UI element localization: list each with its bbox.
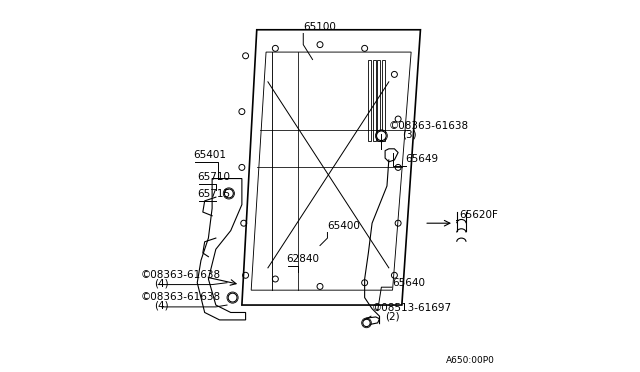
Bar	[373, 60, 376, 141]
Circle shape	[228, 293, 237, 302]
Text: ©08363-61638: ©08363-61638	[389, 121, 469, 131]
Text: (3): (3)	[402, 129, 417, 140]
Text: 65640: 65640	[392, 278, 426, 288]
Text: ©08363-61638: ©08363-61638	[141, 292, 221, 302]
Text: (2): (2)	[385, 312, 400, 322]
Text: 65401: 65401	[193, 150, 227, 160]
Text: 65400: 65400	[328, 221, 360, 231]
Circle shape	[376, 131, 386, 141]
Circle shape	[225, 189, 234, 198]
Bar	[378, 60, 380, 141]
Text: ©08363-61638: ©08363-61638	[141, 270, 221, 280]
Text: 65100: 65100	[303, 22, 336, 32]
Circle shape	[363, 319, 370, 327]
Text: 65715: 65715	[197, 189, 230, 199]
Text: (4): (4)	[154, 278, 169, 288]
Text: A650:00P0: A650:00P0	[446, 356, 495, 365]
Text: 65710: 65710	[197, 172, 230, 182]
Text: 65649: 65649	[406, 154, 438, 164]
Text: 62840: 62840	[287, 254, 319, 264]
Bar	[369, 60, 371, 141]
Text: 65620F: 65620F	[460, 210, 499, 220]
Bar	[381, 60, 385, 141]
Text: (4): (4)	[154, 301, 169, 311]
Text: ©08513-61697: ©08513-61697	[372, 303, 452, 313]
